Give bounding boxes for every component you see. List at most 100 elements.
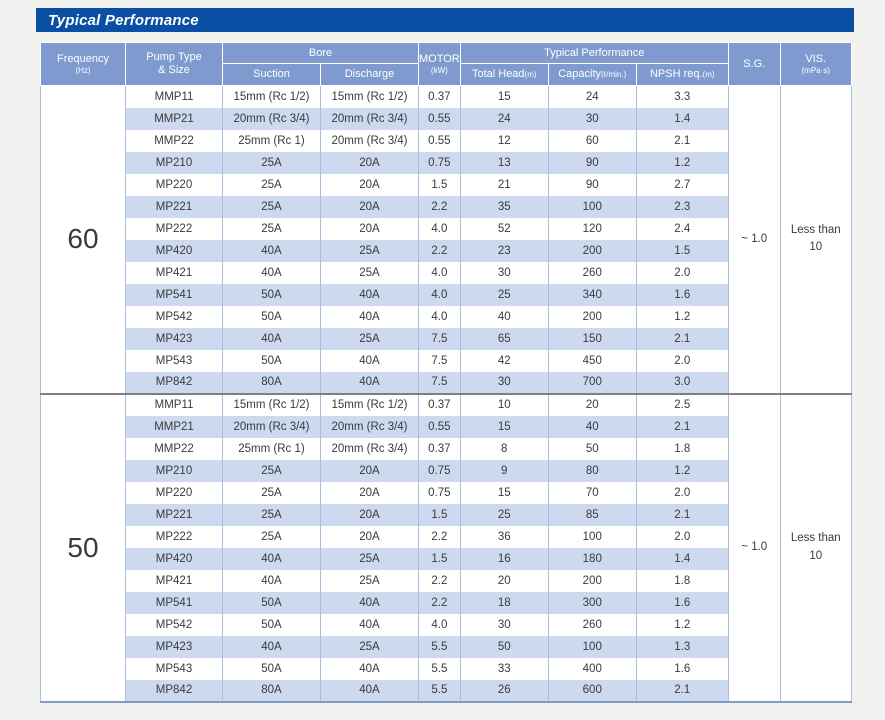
header-typical-performance-group: Typical Performance [459, 42, 729, 64]
table-row: MMP21 20mm (Rc 3/4) 20mm (Rc 3/4) 0.55 15 40 2… [41, 415, 852, 438]
cell-capacity: 700 [547, 371, 637, 394]
table-row: MP221 25A 20A 1.5 25 85 2.1 [41, 503, 852, 526]
cell-capacity: 40 [547, 415, 637, 438]
cell-capacity: 200 [547, 239, 637, 262]
cell-motor-kw: 1.5 [418, 503, 461, 526]
cell-discharge: 20mm (Rc 3/4) [320, 437, 419, 460]
table-row: MP421 40A 25A 2.2 20 200 1.8 [41, 569, 852, 592]
cell-total-head: 8 [459, 437, 549, 460]
cell-discharge: 15mm (Rc 1/2) [320, 85, 419, 108]
table-row: MP210 25A 20A 0.75 9 80 1.2 [41, 459, 852, 482]
cell-suction: 25A [222, 217, 321, 240]
cell-npsh: 1.2 [635, 613, 729, 636]
cell-capacity: 200 [547, 569, 637, 592]
table-row: MP541 50A 40A 2.2 18 300 1.6 [41, 591, 852, 614]
cell-suction: 25A [222, 525, 321, 548]
header-npsh-label: NPSH req. [649, 68, 703, 81]
vis-value: Less than 10 [779, 392, 852, 702]
cell-suction: 25A [222, 173, 321, 196]
cell-capacity: 24 [547, 85, 637, 108]
cell-discharge: 25A [320, 239, 419, 262]
cell-discharge: 20A [320, 151, 419, 174]
cell-npsh: 2.1 [635, 415, 729, 438]
cell-motor-kw: 0.55 [418, 129, 461, 152]
cell-pump-type: MP221 [125, 195, 223, 218]
cell-suction: 25A [222, 503, 321, 526]
cell-pump-type: MP220 [125, 173, 223, 196]
cell-total-head: 15 [459, 415, 549, 438]
cell-discharge: 20mm (Rc 3/4) [320, 129, 419, 152]
cell-pump-type: MP420 [125, 547, 223, 570]
cell-npsh: 1.8 [635, 569, 729, 592]
table-row: MP420 40A 25A 1.5 16 180 1.4 [41, 547, 852, 570]
header-total-head: Total Head(m) [459, 63, 549, 86]
cell-pump-type: MP221 [125, 503, 223, 526]
cell-total-head: 42 [459, 349, 549, 372]
cell-suction: 40A [222, 569, 321, 592]
header-frequency-unit: (Hz) [75, 65, 91, 75]
cell-total-head: 36 [459, 525, 549, 548]
cell-motor-kw: 2.2 [418, 239, 461, 262]
cell-motor-kw: 0.75 [418, 151, 461, 174]
cell-suction: 20mm (Rc 3/4) [222, 107, 321, 130]
cell-total-head: 21 [459, 173, 549, 196]
cell-capacity: 100 [547, 525, 637, 548]
cell-total-head: 18 [459, 591, 549, 614]
cell-capacity: 260 [547, 261, 637, 284]
cell-suction: 80A [222, 371, 321, 394]
cell-motor-kw: 7.5 [418, 371, 461, 394]
cell-suction: 25mm (Rc 1) [222, 129, 321, 152]
header-total-head-label: Total Head [471, 68, 525, 81]
cell-suction: 50A [222, 613, 321, 636]
header-npsh-unit: (m) [702, 70, 715, 80]
cell-discharge: 20A [320, 525, 419, 548]
table-row: MMP22 25mm (Rc 1) 20mm (Rc 3/4) 0.37 8 50 1.8 [41, 437, 852, 460]
cell-discharge: 20A [320, 481, 419, 504]
cell-pump-type: MP421 [125, 261, 223, 284]
cell-npsh: 1.6 [635, 657, 729, 680]
cell-suction: 25mm (Rc 1) [222, 437, 321, 460]
table-row: MP220 25A 20A 0.75 15 70 2.0 [41, 481, 852, 504]
cell-pump-type: MP842 [125, 371, 223, 394]
cell-total-head: 13 [459, 151, 549, 174]
cell-suction: 50A [222, 349, 321, 372]
cell-total-head: 10 [459, 392, 549, 416]
cell-motor-kw: 4.0 [418, 613, 461, 636]
table-row: MP842 80A 40A 5.5 26 600 2.1 [41, 679, 852, 702]
table-row: MP220 25A 20A 1.5 21 90 2.7 [41, 173, 852, 196]
cell-npsh: 1.2 [635, 151, 729, 174]
cell-total-head: 40 [459, 305, 549, 328]
cell-discharge: 20A [320, 503, 419, 526]
cell-total-head: 25 [459, 283, 549, 306]
cell-pump-type: MP542 [125, 613, 223, 636]
cell-discharge: 20A [320, 217, 419, 240]
cell-npsh: 2.0 [635, 525, 729, 548]
cell-npsh: 1.2 [635, 305, 729, 328]
cell-total-head: 15 [459, 85, 549, 108]
cell-total-head: 52 [459, 217, 549, 240]
cell-capacity: 150 [547, 327, 637, 350]
cell-motor-kw: 1.5 [418, 173, 461, 196]
cell-npsh: 2.1 [635, 327, 729, 350]
cell-npsh: 1.4 [635, 547, 729, 570]
cell-npsh: 2.0 [635, 349, 729, 372]
cell-motor-kw: 0.37 [418, 392, 461, 416]
cell-motor-kw: 2.2 [418, 569, 461, 592]
vis-value: Less than 10 [779, 85, 852, 394]
cell-capacity: 80 [547, 459, 637, 482]
cell-pump-type: MMP21 [125, 107, 223, 130]
cell-discharge: 25A [320, 327, 419, 350]
table-row: MMP22 25mm (Rc 1) 20mm (Rc 3/4) 0.55 12 60 2.1 [41, 129, 852, 152]
cell-pump-type: MP541 [125, 283, 223, 306]
cell-capacity: 100 [547, 195, 637, 218]
header-motor-unit: (kW) [430, 65, 448, 75]
cell-pump-type: MMP11 [125, 392, 223, 416]
cell-pump-type: MP543 [125, 349, 223, 372]
cell-capacity: 20 [547, 392, 637, 416]
table-row: MP222 25A 20A 2.2 36 100 2.0 [41, 525, 852, 548]
cell-pump-type: MP420 [125, 239, 223, 262]
header-pump-type-line1: Pump Type [146, 51, 202, 64]
table-row: MP842 80A 40A 7.5 30 700 3.0 [41, 371, 852, 394]
cell-total-head: 24 [459, 107, 549, 130]
cell-suction: 25A [222, 459, 321, 482]
